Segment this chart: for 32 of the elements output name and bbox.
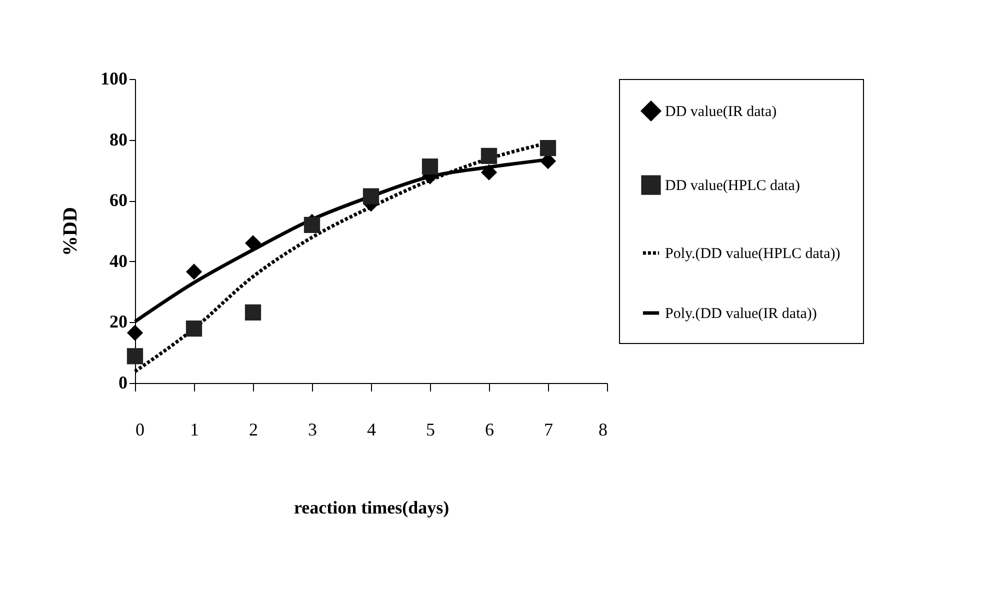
y-tick-label: 20 <box>110 312 128 332</box>
x-tick-label: 0 <box>136 420 144 440</box>
y-tick-label: 40 <box>110 250 128 271</box>
y-tick-label: 80 <box>110 129 128 150</box>
x-tick-label: 1 <box>190 420 199 440</box>
x-tick-label: 2 <box>249 420 258 440</box>
point <box>480 164 498 180</box>
y-tick-label: 0 <box>118 372 128 392</box>
x-tick-label: 6 <box>485 420 494 440</box>
x-tick-label: 8 <box>598 420 608 440</box>
point <box>186 264 202 280</box>
x-tick-label: 7 <box>544 420 553 440</box>
x-axis-title: reaction times(days) <box>294 498 450 518</box>
point <box>126 324 144 341</box>
x-tick-label: 4 <box>367 420 376 440</box>
point <box>244 304 262 321</box>
legend-label: DD value(HPLC data) <box>665 178 800 194</box>
y-tick-label: 100 <box>100 68 128 88</box>
point <box>304 216 320 233</box>
y-tick-label: 60 <box>110 190 128 210</box>
point <box>480 148 498 164</box>
legend-label: Poly.(DD value(IR data)) <box>665 306 817 322</box>
point <box>126 348 144 364</box>
y-axis-title: %DD <box>60 207 82 256</box>
x-tick-label: 3 <box>308 420 317 440</box>
point <box>362 188 380 204</box>
point <box>422 158 438 175</box>
x-tick-label: 5 <box>426 420 435 440</box>
point <box>186 320 202 337</box>
legend-label: DD value(IR data) <box>665 104 777 120</box>
point <box>540 140 556 156</box>
legend-label: Poly.(DD value(HPLC data)) <box>665 246 840 262</box>
